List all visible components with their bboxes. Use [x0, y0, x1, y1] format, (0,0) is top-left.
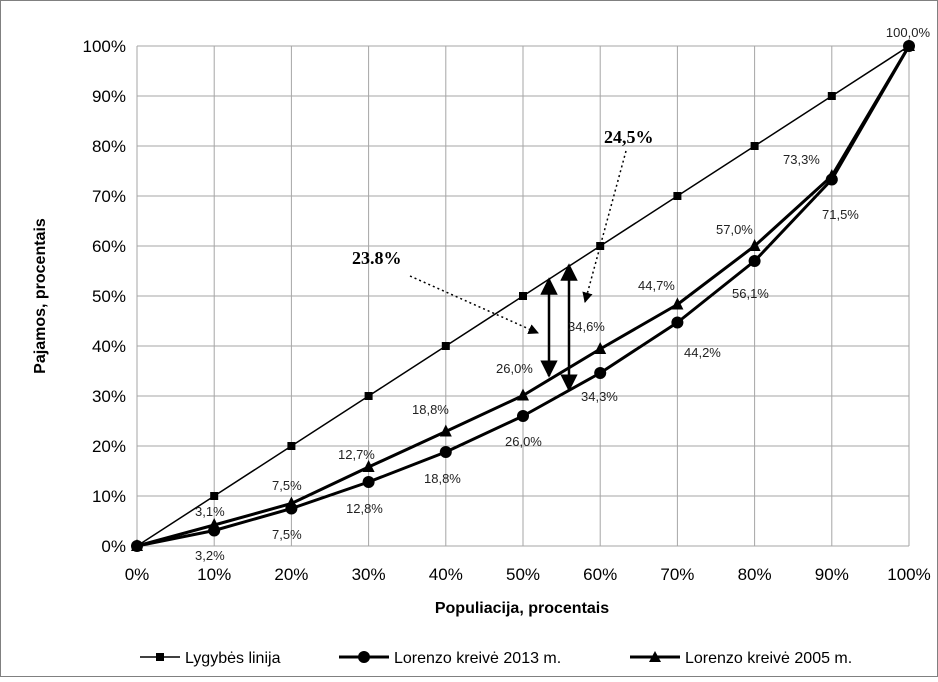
y-tick-label: 40% [92, 337, 126, 356]
y-axis-title: Pajamos, procentais [32, 218, 49, 374]
point-triangle [285, 496, 298, 509]
point-triangle [594, 342, 607, 354]
data-label: 44,7% [638, 278, 675, 293]
legend-marker-circle [358, 651, 370, 663]
y-tick-label: 0% [101, 537, 126, 556]
legend-item-equality: Lygybės linija [140, 650, 281, 667]
y-tick-label: 20% [92, 437, 126, 456]
data-label: 3,2% [195, 548, 225, 563]
point-triangle [903, 39, 915, 51]
point-square [287, 442, 296, 450]
legend: Lygybės linija Lorenzo kreivė 2013 m. Lo… [140, 650, 852, 667]
data-label: 56,1% [732, 286, 769, 301]
legend-label-equality: Lygybės linija [185, 650, 281, 667]
point-circle [671, 316, 684, 329]
data-label: 34,6% [568, 319, 605, 334]
y-tick-label: 70% [92, 187, 126, 206]
annotation-2005-gap: 24,5% [604, 127, 654, 147]
x-tick-label: 20% [274, 565, 308, 584]
data-label: 34,3% [581, 389, 618, 404]
data-label: 7,5% [272, 527, 302, 542]
x-tick-label: 0% [125, 565, 150, 584]
point-circle [517, 410, 529, 422]
data-label: 71,5% [822, 207, 859, 222]
point-triangle [208, 518, 221, 530]
leader-line-2005 [582, 150, 627, 304]
point-square [210, 492, 219, 500]
data-label: 18,8% [412, 402, 449, 417]
data-label: 7,5% [272, 478, 302, 493]
data-label: 57,0% [716, 222, 753, 237]
legend-item-2005: Lorenzo kreivė 2005 m. [630, 650, 852, 667]
data-label: 44,2% [684, 345, 721, 360]
legend-label-2005: Lorenzo kreivė 2005 m. [685, 650, 852, 667]
point-circle [748, 255, 761, 267]
legend-item-2013: Lorenzo kreivė 2013 m. [339, 650, 561, 667]
point-square [827, 92, 836, 100]
point-square [750, 142, 759, 150]
point-circle [362, 476, 375, 488]
point-triangle [517, 388, 529, 401]
x-tick-label: 50% [506, 565, 540, 584]
point-triangle [131, 539, 143, 551]
x-tick-label: 30% [352, 565, 386, 584]
y-tick-label: 50% [92, 287, 126, 306]
y-tick-label: 90% [92, 87, 126, 106]
x-tick-label: 70% [660, 565, 694, 584]
legend-marker-triangle [649, 651, 661, 662]
data-label: 26,0% [496, 361, 533, 376]
point-circle [439, 446, 452, 458]
x-tick-label: 40% [429, 565, 463, 584]
point-square [519, 292, 527, 300]
x-axis-title: Populiacija, procentais [435, 600, 609, 617]
y-tick-label: 100% [83, 37, 126, 56]
x-tick-label: 100% [887, 565, 930, 584]
x-tick-label: 60% [583, 565, 617, 584]
legend-label-2013: Lorenzo kreivė 2013 m. [394, 650, 561, 667]
point-triangle [439, 424, 452, 437]
point-triangle [825, 169, 838, 181]
y-tick-label: 60% [92, 237, 126, 256]
point-square [673, 192, 682, 200]
data-label: 100,0% [886, 25, 931, 40]
y-tick-label: 10% [92, 487, 126, 506]
point-triangle [671, 297, 684, 310]
point-circle [594, 367, 607, 379]
point-square [596, 242, 605, 250]
legend-marker-square [156, 653, 164, 661]
data-label: 12,7% [338, 447, 375, 462]
y-tick-label: 30% [92, 387, 126, 406]
point-square [441, 342, 450, 350]
point-triangle [748, 239, 761, 251]
point-square [364, 392, 373, 400]
x-tick-label: 90% [815, 565, 849, 584]
data-label: 18,8% [424, 471, 461, 486]
x-tick-label: 10% [197, 565, 231, 584]
y-tick-label: 80% [92, 137, 126, 156]
data-label: 12,8% [346, 501, 383, 516]
point-triangle [362, 460, 375, 472]
data-label: 26,0% [505, 434, 542, 449]
data-label: 3,1% [195, 504, 225, 519]
x-tick-label: 80% [738, 565, 772, 584]
annotation-2013-gap: 23.8% [352, 248, 402, 268]
leader-line-2013 [409, 275, 539, 334]
data-label: 73,3% [783, 152, 820, 167]
